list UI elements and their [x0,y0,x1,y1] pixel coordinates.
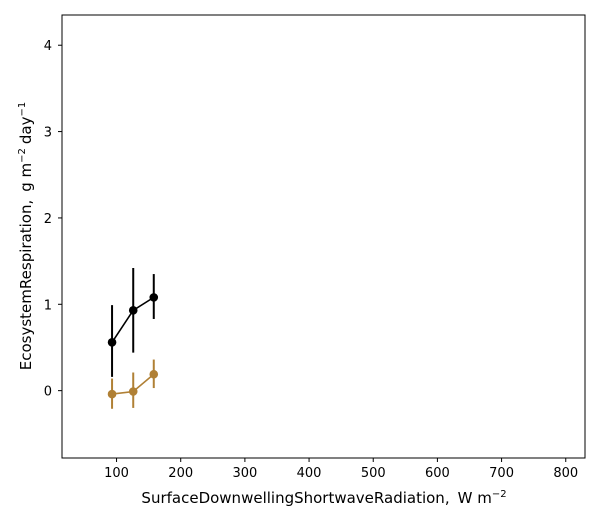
x-axis-label-text: SurfaceDownwellingShortwaveRadiation, [141,489,449,507]
y-axis-unit-day: day [17,116,35,144]
x-tick-label: 200 [168,466,193,481]
y-tick-label: 0 [44,385,52,400]
x-tick-label: 100 [104,466,129,481]
y-axis-label: EcosystemRespiration, g m−2 day−1 [17,102,35,370]
y-tick-label: 3 [44,126,52,141]
x-tick-label: 400 [297,466,322,481]
plot-frame [61,14,586,459]
data-point [128,306,138,315]
y-tick-label: 4 [44,39,52,54]
x-tick-label: 300 [232,466,257,481]
data-point [107,389,117,399]
y-axis-unit-exponent-1: −2 [17,148,28,163]
data-point [149,369,159,379]
plot-area [62,15,585,458]
x-tick-label: 500 [361,466,386,481]
data-point [149,293,159,302]
y-axis-label-text: EcosystemRespiration, [17,200,35,370]
y-axis-unit-exponent-2: −1 [17,102,28,117]
x-axis-label: SurfaceDownwellingShortwaveRadiation, W m… [141,489,506,507]
y-tick-label: 2 [44,212,52,227]
series-2 [107,359,159,409]
series-1 [107,268,159,377]
y-tick-label: 1 [44,298,52,313]
data-point [128,387,138,396]
y-axis-unit-g: g m [17,163,35,192]
x-axis-unit-exponent: −2 [492,489,507,500]
y-axis-ticks: 0 1 2 3 4 [44,39,62,400]
x-tick-label: 800 [553,466,578,481]
data-point [107,337,117,347]
x-axis-ticks: 100 200 300 400 500 600 700 800 [104,458,578,481]
x-axis-unit: W m [458,489,492,507]
series-layer [107,268,159,409]
x-tick-label: 700 [489,466,514,481]
x-tick-label: 600 [425,466,450,481]
